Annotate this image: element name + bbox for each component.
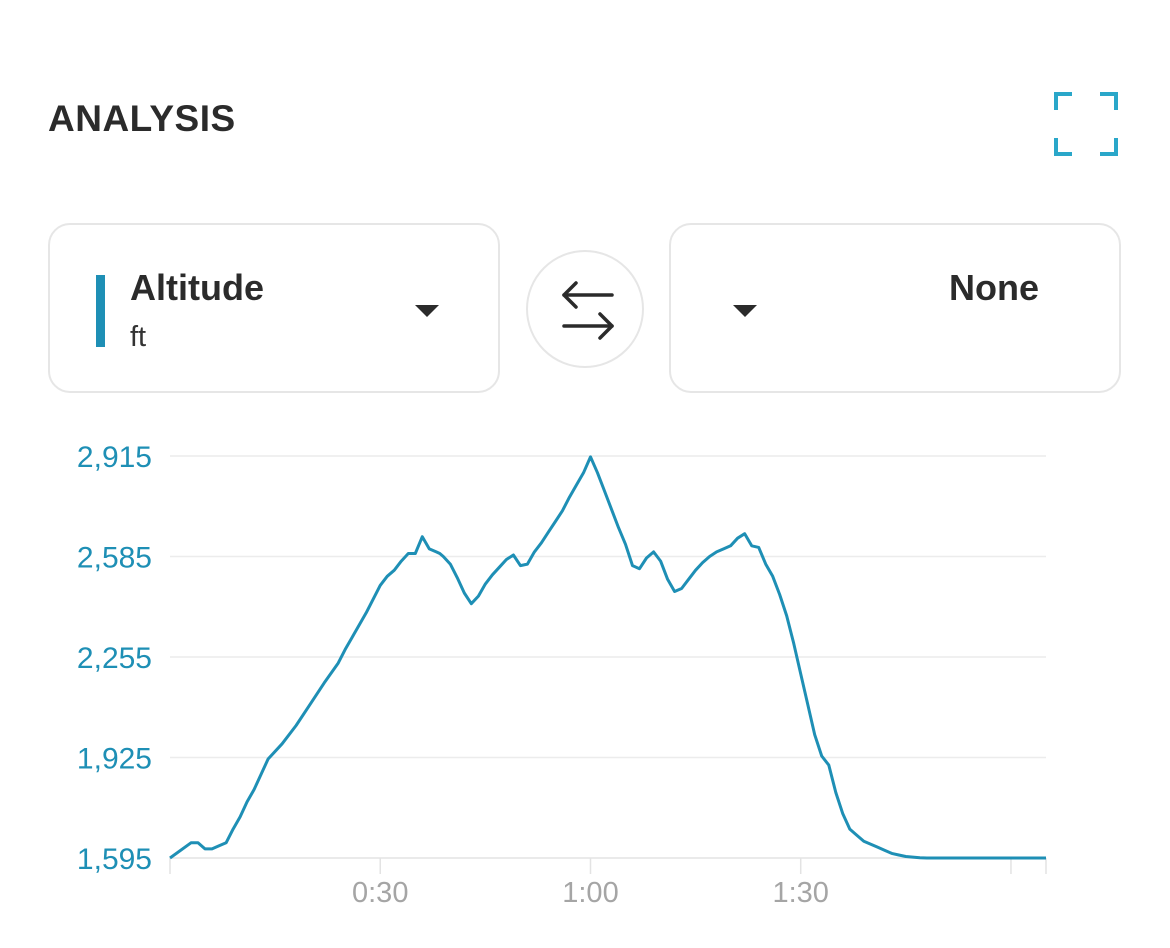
swap-arrows-icon [562,281,614,340]
series-color-indicator [96,275,105,347]
primary-metric-selector[interactable]: Altitude ft [48,223,500,393]
expand-corners-icon [1054,92,1118,156]
x-tick-label: 1:00 [562,877,618,909]
swap-metrics-button[interactable] [526,250,644,368]
y-tick-label: 1,925 [77,743,152,776]
altitude-series-line [169,455,1046,860]
y-tick-label: 2,255 [77,642,152,675]
expand-button[interactable] [1052,90,1120,158]
x-tick-label: 0:30 [352,877,408,909]
secondary-metric-label: None [949,267,1039,308]
x-tick-label: 1:30 [772,877,828,909]
altitude-chart: 1,595 1,925 2,255 2,585 2,915 0:30 1:00 1:30 [77,441,1047,909]
y-tick-label: 2,915 [77,441,152,474]
secondary-metric-selector[interactable]: None [669,223,1121,393]
y-tick-label: 2,585 [77,542,152,575]
primary-metric-unit: ft [130,321,147,353]
page-title: ANALYSIS [48,98,236,139]
y-tick-label: 1,595 [77,843,152,876]
caret-down-icon [415,305,439,317]
caret-down-icon [733,305,757,317]
primary-metric-label: Altitude [130,267,264,308]
